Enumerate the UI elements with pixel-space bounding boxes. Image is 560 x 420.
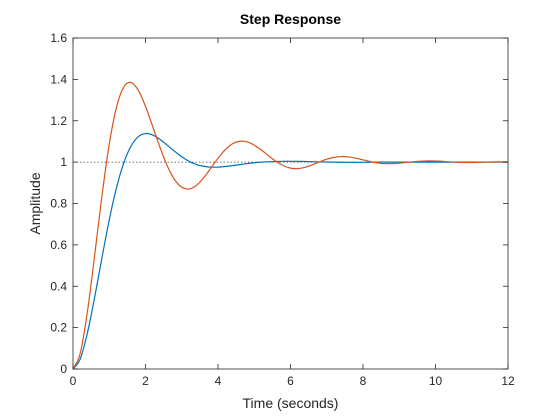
y-ticks: 0 0.2 0.4 0.6 0.8 1 1.2 1.4 1.6 [50,31,508,376]
x-tick-label: 10 [429,374,443,388]
x-tick-label: 0 [70,374,77,388]
y-tick-label: 1.4 [50,72,67,86]
x-ticks: 0 2 4 6 8 10 12 [70,38,515,388]
x-tick-label: 2 [142,374,149,388]
x-axis-label: Time (seconds) [243,395,339,411]
y-tick-label: 0.8 [50,197,67,211]
y-tick-label: 1 [60,155,67,169]
y-tick-label: 0.6 [50,238,67,252]
y-axis-label: Amplitude [27,172,43,234]
series-layer [72,81,509,370]
x-tick-label: 12 [501,374,515,388]
y-tick-label: 1.2 [50,114,67,128]
x-tick-label: 6 [287,374,294,388]
series-line-1 [72,132,508,370]
x-tick-label: 8 [360,374,367,388]
y-tick-label: 0 [60,362,67,376]
chart-title: Step Response [240,11,341,27]
y-tick-label: 0.4 [50,279,67,293]
plot-area [73,38,508,369]
y-tick-label: 0.2 [50,321,67,335]
series-line-2 [72,81,509,370]
y-tick-label: 1.6 [50,31,67,45]
x-tick-label: 4 [215,374,222,388]
